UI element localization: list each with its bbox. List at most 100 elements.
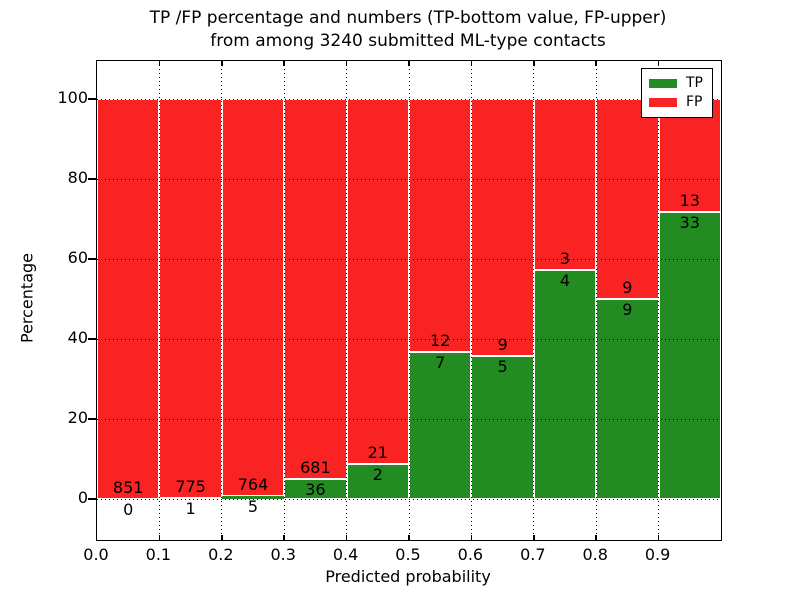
bar-count-labels-layer: 851 0 775 1 764 5 681 36 21 2 12 7 9 5 3 4 9 9 13 33	[97, 61, 721, 540]
y-tick-left	[88, 338, 96, 340]
bar-tp-segment	[596, 299, 659, 499]
x-tick-bottom	[158, 535, 161, 540]
x-tick-top	[408, 61, 410, 66]
vertical-gridline	[408, 61, 410, 540]
tp-count-label: 36	[305, 479, 326, 499]
x-tick-bottom	[657, 535, 660, 540]
fp-count-label: 13	[679, 191, 700, 211]
bar-tp-segment	[284, 478, 347, 499]
x-axis-label: Predicted probability	[325, 567, 491, 586]
y-tick-left	[88, 258, 96, 260]
tp-count-label: 0	[123, 500, 134, 519]
x-tick-top	[533, 61, 535, 66]
bar-fp-segment	[471, 99, 534, 357]
y-tick-label: 0	[77, 488, 88, 507]
bars-layer	[97, 61, 721, 540]
x-tick-top	[283, 61, 285, 66]
bar-tp-segment	[221, 496, 285, 499]
tp-count-label: 1	[185, 499, 196, 519]
horizontal-gridline	[97, 339, 721, 340]
chart-title: TP /FP percentage and numbers (TP-bottom…	[96, 7, 720, 53]
y-tick-label: 40	[67, 328, 88, 347]
fp-count-label: 764	[237, 475, 269, 495]
bar-fp-segment	[409, 99, 472, 352]
fp-count-label: 775	[175, 477, 206, 497]
horizontal-gridline	[97, 259, 721, 260]
legend-label-fp: FP	[686, 94, 703, 110]
bar-fp-segment	[346, 99, 409, 465]
x-tick-label: 0.6	[457, 545, 484, 564]
x-tick-label: 0.0	[83, 545, 109, 564]
chart-title-line2: from among 3240 submitted ML-type contac…	[210, 31, 606, 51]
x-tick-bottom	[595, 535, 597, 540]
x-tick-top	[158, 61, 161, 66]
legend-label-tp: TP	[686, 75, 703, 91]
tp-count-label: 9	[622, 300, 633, 319]
x-tick-top	[657, 61, 660, 66]
tp-count-label: 2	[372, 465, 383, 485]
y-tick-left	[88, 498, 96, 500]
axis-ticks-layer	[88, 61, 721, 540]
tp-count-label: 5	[247, 497, 259, 517]
bar-fp-segment	[284, 99, 347, 479]
x-tick-label: 0.7	[520, 545, 546, 564]
y-tick-label: 80	[67, 168, 88, 187]
y-tick-label: 60	[67, 248, 88, 267]
x-tick-label: 0.9	[644, 545, 671, 564]
x-tick-label: 0.5	[395, 545, 421, 564]
x-tick-bottom	[408, 535, 410, 540]
legend-entry-tp: TP	[649, 74, 703, 93]
x-tick-label: 0.8	[582, 545, 608, 564]
fp-count-label: 9	[622, 278, 633, 297]
x-tick-label: 0.4	[332, 545, 359, 564]
x-tick-bottom	[283, 535, 285, 540]
legend-entry-fp: FP	[649, 93, 703, 112]
tp-count-label: 5	[497, 357, 508, 377]
tp-color-swatch	[649, 79, 677, 88]
x-tick-bottom	[470, 535, 473, 540]
bar-tp-segment	[533, 270, 597, 499]
legend: TP FP	[641, 68, 713, 118]
y-tick-left	[88, 418, 96, 420]
bar-fp-segment	[221, 99, 285, 497]
x-tick-bottom	[221, 535, 223, 540]
plot-area: 851 0 775 1 764 5 681 36 21 2 12 7 9 5 3 4 9 9 13 33 TP FP	[88, 60, 722, 541]
x-tick-top	[221, 61, 223, 66]
fp-count-label: 3	[559, 249, 571, 269]
vertical-gridline	[346, 61, 348, 540]
y-tick-label: 20	[67, 408, 88, 427]
bar-fp-segment	[596, 99, 659, 299]
bar-tp-segment	[471, 356, 534, 499]
horizontal-gridline	[97, 419, 721, 420]
chart-title-line1: TP /FP percentage and numbers (TP-bottom…	[149, 8, 667, 28]
vertical-gridline	[283, 61, 285, 540]
fp-count-label: 9	[497, 335, 508, 355]
bar-fp-segment	[159, 99, 222, 499]
y-tick-left	[88, 98, 96, 100]
y-axis-label: Percentage	[17, 252, 37, 344]
x-tick-bottom	[345, 535, 348, 540]
bar-fp-segment	[97, 99, 160, 499]
bar-fp-segment	[533, 99, 597, 271]
x-tick-top	[595, 61, 597, 66]
vertical-gridline	[595, 61, 597, 540]
tp-count-label: 4	[559, 271, 571, 291]
y-tick-label: 100	[57, 88, 88, 107]
x-tick-top	[470, 61, 473, 66]
vertical-gridline	[221, 61, 223, 540]
bar-tp-segment	[346, 464, 409, 499]
y-tick-left	[88, 178, 96, 180]
fp-count-label: 851	[112, 478, 144, 497]
gridlines-layer	[97, 61, 721, 540]
tp-count-label: 7	[435, 352, 446, 372]
fp-color-swatch	[649, 98, 677, 107]
fp-count-label: 21	[367, 443, 388, 463]
bar-tp-segment	[409, 351, 472, 499]
vertical-gridline	[658, 61, 660, 540]
fp-count-label: 681	[300, 457, 331, 477]
fp-count-label: 12	[430, 330, 451, 350]
x-tick-bottom	[533, 535, 535, 540]
x-tick-label: 0.3	[270, 545, 296, 564]
vertical-gridline	[533, 61, 535, 540]
